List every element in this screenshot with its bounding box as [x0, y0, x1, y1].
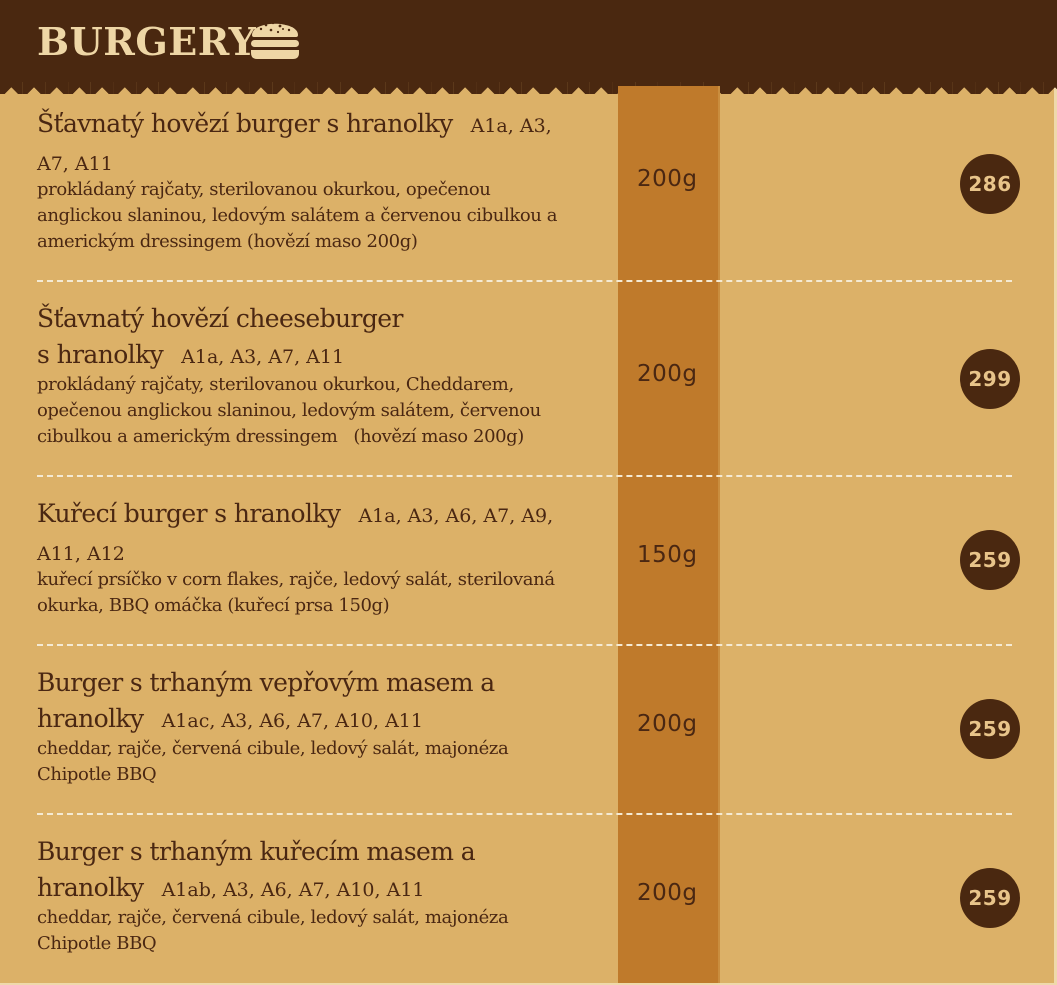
item-description: cheddar, rajče, červená cibule, ledový s… — [37, 905, 597, 957]
item-weight: 200g — [637, 166, 698, 192]
description-line: okurka, BBQ omáčka (kuřecí prsa 150g) — [37, 595, 390, 616]
weight-column — [618, 86, 720, 983]
item-name: Burger s trhaným vepřovým masem a — [37, 668, 495, 697]
item-allergens: A1ac, A3, A6, A7, A10, A11 — [161, 710, 423, 732]
price-badge: 286 — [960, 154, 1020, 214]
item-name-block: Šťavnatý hovězí cheeseburger s hranolky A… — [37, 301, 597, 375]
description-line: cheddar, rajče, červená cibule, ledový s… — [37, 738, 509, 759]
item-description: kuřecí prsíčko v corn flakes, rajče, led… — [37, 567, 597, 619]
divider — [37, 475, 1012, 477]
item-allergens-cont: A7, A11 — [37, 153, 113, 175]
description-line: americkým dressingem (hovězí maso 200g) — [37, 231, 418, 252]
item-name-block: Burger s trhaným vepřovým masem a hranol… — [37, 665, 597, 739]
item-weight: 150g — [637, 542, 698, 568]
item-allergens: A1a, A3, A7, A11 — [181, 346, 345, 368]
divider — [37, 813, 1012, 815]
price-badge: 259 — [960, 530, 1020, 590]
item-allergens: A1a, A3, A6, A7, A9, — [358, 505, 554, 527]
item-name-cont: hranolky — [37, 873, 144, 902]
description-line: anglickou slaninou, ledovým salátem a če… — [37, 205, 558, 226]
item-description: prokládaný rajčaty, sterilovanou okurkou… — [37, 372, 597, 450]
description-line: cibulkou a americkým dressingem (hovězí … — [37, 426, 524, 447]
item-name-block: Šťavnatý hovězí burger s hranolky A1a, A3… — [37, 106, 597, 182]
item-description: prokládaný rajčaty, sterilovanou okurkou… — [37, 177, 597, 255]
description-line: prokládaný rajčaty, sterilovanou okurkou… — [37, 374, 514, 395]
item-allergens: A1a, A3, — [470, 115, 552, 137]
divider — [37, 280, 1012, 282]
description-line: kuřecí prsíčko v corn flakes, rajče, led… — [37, 569, 555, 590]
item-allergens-cont: A11, A12 — [37, 543, 125, 565]
item-weight: 200g — [637, 361, 698, 387]
item-name: Šťavnatý hovězí burger s hranolky — [37, 109, 453, 138]
zigzag-edge — [0, 81, 1057, 94]
item-weight: 200g — [637, 880, 698, 906]
price-badge: 259 — [960, 699, 1020, 759]
item-name: Šťavnatý hovězí cheeseburger — [37, 304, 403, 333]
item-description: cheddar, rajče, červená cibule, ledový s… — [37, 736, 597, 788]
description-line: Chipotle BBQ — [37, 933, 157, 954]
divider — [37, 644, 1012, 646]
price-badge: 259 — [960, 868, 1020, 928]
item-name: Kuřecí burger s hranolky — [37, 499, 341, 528]
price-badge: 299 — [960, 349, 1020, 409]
description-line: Chipotle BBQ — [37, 764, 157, 785]
item-name-block: Kuřecí burger s hranolky A1a, A3, A6, A7,… — [37, 496, 597, 572]
item-weight: 200g — [637, 711, 698, 737]
item-name-block: Burger s trhaným kuřecím masem a hranolk… — [37, 834, 597, 908]
item-name-cont: s hranolky — [37, 340, 164, 369]
section-header: BURGERY — [0, 0, 1057, 82]
section-title: BURGERY — [37, 19, 257, 64]
item-allergens: A1ab, A3, A6, A7, A10, A11 — [161, 879, 425, 901]
item-name: Burger s trhaným kuřecím masem a — [37, 837, 476, 866]
item-name-cont: hranolky — [37, 704, 144, 733]
description-line: prokládaný rajčaty, sterilovanou okurkou… — [37, 179, 491, 200]
burger-icon — [251, 21, 299, 59]
description-line: opečenou anglickou slaninou, ledovým sal… — [37, 400, 541, 421]
description-line: cheddar, rajče, červená cibule, ledový s… — [37, 907, 509, 928]
